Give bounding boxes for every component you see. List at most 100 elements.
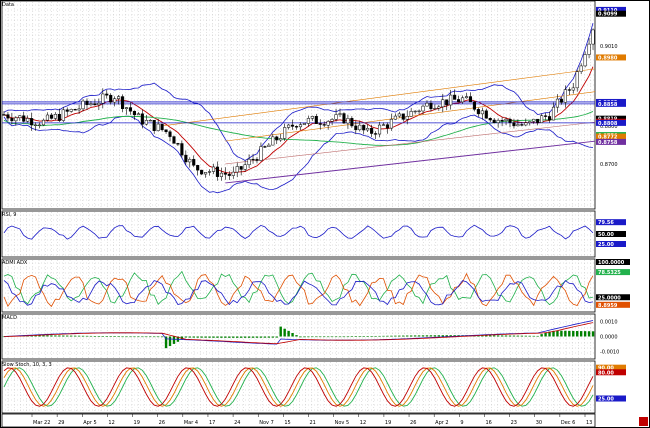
price-tag	[596, 54, 626, 61]
candle-body	[113, 98, 117, 103]
candle-body	[559, 98, 563, 103]
stoch-tag-label: 90.00	[598, 366, 614, 372]
candle-body	[520, 124, 524, 126]
candle-body	[464, 96, 469, 99]
macd-histogram-bar	[172, 336, 176, 344]
macd-histogram-bar	[587, 331, 591, 337]
macd-histogram-bar	[224, 336, 227, 338]
adx-tag-label: 78.5325	[598, 270, 621, 276]
macd-histogram-bar	[89, 335, 93, 337]
adx-tag	[596, 269, 630, 276]
candle-body	[579, 65, 583, 72]
price-tag-label: 0.8772	[598, 135, 618, 141]
candle-body	[105, 93, 109, 96]
macd-histogram-bar	[429, 335, 433, 337]
candle-body	[117, 96, 121, 99]
candle-body	[97, 102, 101, 106]
macd-histogram-bar	[232, 336, 235, 338]
candle-body	[251, 158, 255, 161]
candle-body	[211, 166, 216, 172]
macd-histogram-bar	[303, 336, 306, 338]
macd-histogram-bar	[350, 336, 354, 338]
candle-body	[362, 124, 366, 131]
macd-histogram-bar	[156, 336, 160, 338]
candle-body	[26, 118, 30, 122]
macd-histogram-bar	[38, 335, 41, 337]
bollinger-lower	[3, 114, 594, 194]
macd-histogram-bar	[560, 330, 563, 337]
candle-body	[227, 174, 231, 176]
candle-body	[148, 119, 152, 122]
price-tag	[596, 100, 626, 107]
macd-histogram-bar	[307, 336, 310, 338]
macd-histogram-bar	[295, 335, 298, 337]
stoch-d-line	[3, 367, 594, 407]
price-tag-label: 0.8758	[598, 140, 618, 146]
x-tick-label: Apr 2	[435, 420, 448, 426]
candle-body	[587, 43, 591, 55]
price-tag	[596, 133, 626, 140]
candle-body	[496, 120, 500, 123]
candle-body	[480, 110, 484, 115]
macd-histogram-bar	[441, 335, 444, 337]
macd-histogram-bar	[552, 330, 555, 337]
candle-body	[374, 133, 378, 135]
candle-body	[172, 136, 176, 144]
macd-histogram-bar	[73, 335, 77, 337]
x-axis-strip	[1, 413, 596, 428]
candle-body	[235, 166, 239, 173]
macd-histogram-bar	[417, 335, 421, 337]
candle-body	[192, 159, 196, 166]
macd-signal-line	[3, 322, 594, 345]
candle-body	[291, 124, 295, 127]
macd-histogram-bar	[489, 335, 492, 337]
macd-histogram-bar	[271, 336, 275, 338]
candle-body	[417, 110, 421, 113]
candle-body	[73, 109, 77, 111]
candle-body	[401, 113, 405, 120]
candle-body	[124, 107, 129, 109]
macd-histogram-bar	[354, 336, 358, 337]
macd-histogram-bar	[591, 331, 595, 337]
candle-body	[413, 110, 417, 113]
candle-body	[160, 123, 164, 131]
macd-histogram-bar	[311, 336, 314, 338]
x-tick-label: 16	[485, 420, 491, 426]
candle-body	[121, 96, 125, 109]
adx-tag-label: 100.0000	[598, 260, 625, 266]
candle-body	[350, 118, 354, 127]
candle-body	[231, 171, 235, 176]
candle-body	[208, 171, 212, 173]
macd-histogram-bar	[512, 335, 516, 337]
candle-body	[346, 118, 350, 124]
candle-body	[255, 159, 259, 161]
pane-title-stoch: Slow Stoch, 10, 3, 3	[2, 362, 52, 368]
price-tag-label: 0.9099	[598, 12, 618, 18]
candle-body	[563, 89, 567, 103]
candle-body	[461, 97, 465, 103]
macd-histogram-bar	[255, 336, 259, 338]
candle-body	[152, 119, 156, 131]
candle-body	[544, 115, 548, 117]
adx-tag	[596, 294, 630, 301]
candle-body	[591, 29, 595, 45]
corner-logo-icon	[639, 417, 648, 426]
macd-histogram-bar	[516, 335, 520, 337]
macd-histogram-bar	[101, 336, 105, 337]
x-tick-label: Nov 5	[335, 420, 350, 426]
macd-histogram-bar	[579, 331, 583, 337]
rsi-tag-label: 50.00	[598, 232, 614, 238]
candle-body	[215, 166, 220, 177]
macd-histogram-bar	[366, 336, 369, 337]
macd-histogram-bar	[485, 335, 488, 337]
candle-body	[484, 110, 488, 119]
macd-histogram-bar	[204, 336, 207, 338]
candle-body	[128, 107, 133, 112]
candle-body	[184, 154, 188, 163]
macd-histogram-bar	[334, 336, 338, 338]
candle-body	[433, 108, 437, 110]
macd-histogram-bar	[413, 335, 417, 337]
candle-body	[247, 158, 251, 166]
candle-body	[196, 165, 200, 171]
plus-di-line	[3, 270, 594, 306]
